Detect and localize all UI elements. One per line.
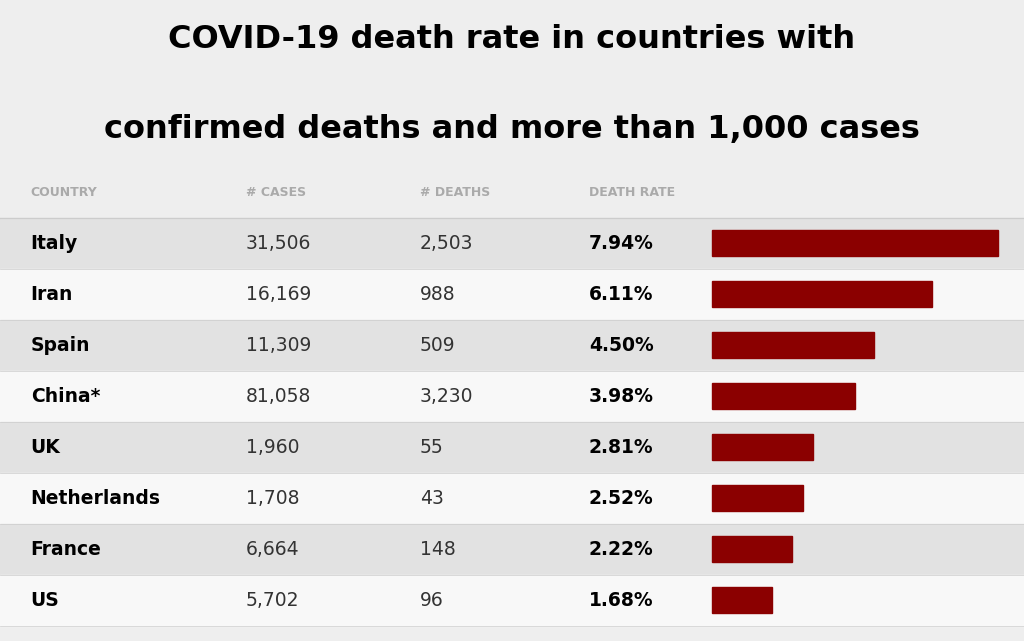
Text: 43: 43 [420, 488, 443, 508]
Text: 16,169: 16,169 [246, 285, 311, 304]
Bar [712, 536, 792, 562]
Text: COUNTRY: COUNTRY [31, 186, 97, 199]
Text: 509: 509 [420, 336, 456, 354]
Text: DEATH RATE: DEATH RATE [589, 186, 675, 199]
Text: Netherlands: Netherlands [31, 488, 161, 508]
Text: 2.81%: 2.81% [589, 438, 653, 456]
Text: 988: 988 [420, 285, 456, 304]
Text: 148: 148 [420, 540, 456, 559]
Text: 6,664: 6,664 [246, 540, 299, 559]
Text: 4.50%: 4.50% [589, 336, 653, 354]
Text: 1,708: 1,708 [246, 488, 299, 508]
Text: UK: UK [31, 438, 60, 456]
Bar [0, 524, 1024, 575]
Text: 2.52%: 2.52% [589, 488, 653, 508]
Bar [0, 422, 1024, 472]
Text: Italy: Italy [31, 234, 78, 253]
Text: US: US [31, 591, 59, 610]
Bar [0, 575, 1024, 626]
Text: 3,230: 3,230 [420, 387, 473, 406]
Text: 1,960: 1,960 [246, 438, 299, 456]
Text: 2,503: 2,503 [420, 234, 473, 253]
Text: 96: 96 [420, 591, 443, 610]
Text: COVID-19 death rate in countries with: COVID-19 death rate in countries with [168, 24, 856, 55]
Text: Iran: Iran [31, 285, 73, 304]
Bar [712, 434, 813, 460]
Text: China*: China* [31, 387, 100, 406]
Text: confirmed deaths and more than 1,000 cases: confirmed deaths and more than 1,000 cas… [104, 113, 920, 145]
Text: Spain: Spain [31, 336, 90, 354]
Text: 1.68%: 1.68% [589, 591, 653, 610]
Bar [712, 230, 998, 256]
Text: 6.11%: 6.11% [589, 285, 653, 304]
Bar [712, 383, 855, 410]
Text: 55: 55 [420, 438, 443, 456]
Text: 11,309: 11,309 [246, 336, 311, 354]
Bar [0, 167, 1024, 218]
Text: 3.98%: 3.98% [589, 387, 653, 406]
Text: 2.22%: 2.22% [589, 540, 653, 559]
Text: 31,506: 31,506 [246, 234, 311, 253]
Bar [712, 281, 932, 308]
Text: 7.94%: 7.94% [589, 234, 653, 253]
Bar [712, 485, 803, 512]
Bar [712, 332, 874, 358]
Bar [0, 269, 1024, 320]
Bar [0, 370, 1024, 422]
Bar [0, 472, 1024, 524]
Text: # CASES: # CASES [246, 186, 306, 199]
Text: 5,702: 5,702 [246, 591, 299, 610]
Bar [712, 587, 772, 613]
Text: 81,058: 81,058 [246, 387, 311, 406]
Text: France: France [31, 540, 101, 559]
Bar [0, 218, 1024, 269]
Bar [0, 320, 1024, 370]
Text: # DEATHS: # DEATHS [420, 186, 490, 199]
